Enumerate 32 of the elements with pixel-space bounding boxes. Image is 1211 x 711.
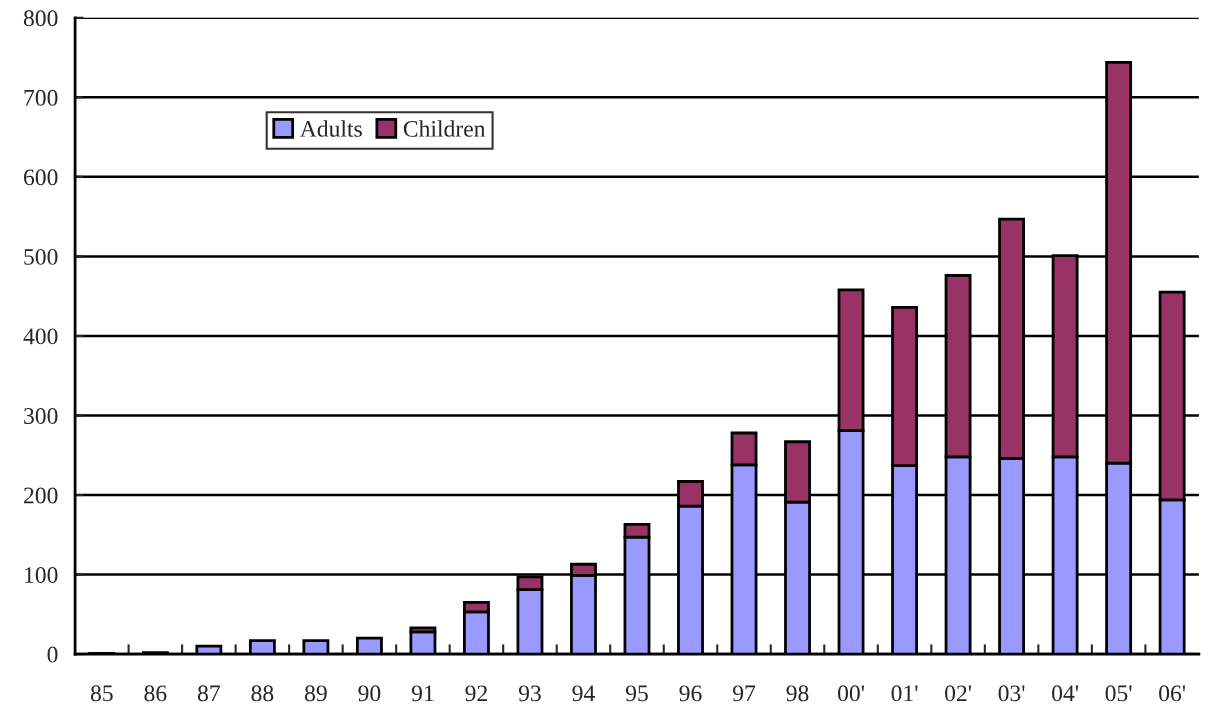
x-tick-label: 86 xyxy=(144,685,167,702)
x-tick-label: 93 xyxy=(518,685,541,702)
y-tick-label: 100 xyxy=(25,567,58,583)
y-tick-label: 600 xyxy=(24,169,58,186)
x-tick-label: 01' xyxy=(891,685,918,702)
x-tick-label: 04' xyxy=(1052,685,1079,702)
y-tick-label: 800 xyxy=(23,10,58,27)
y-tick-label: 400 xyxy=(23,328,58,345)
x-tick-label: 00' xyxy=(838,685,864,702)
x-tick-label: 90 xyxy=(358,685,381,702)
x-tick-label: 91 xyxy=(411,685,434,702)
x-tick-label: 05' xyxy=(1105,685,1132,702)
y-tick-label: 700 xyxy=(24,89,58,106)
x-tick-label: 92 xyxy=(465,685,487,702)
x-tick-label: 88 xyxy=(251,685,274,702)
x-tick-label: 97 xyxy=(732,685,756,702)
x-tick-label: 06' xyxy=(1159,685,1186,702)
x-tick-label: 98 xyxy=(786,685,809,702)
x-tick-label: 89 xyxy=(304,685,327,702)
y-tick-label: 300 xyxy=(24,407,58,424)
x-tick-label: 02' xyxy=(945,685,972,702)
x-tick-label: 85 xyxy=(90,685,113,702)
y-tick-label: 500 xyxy=(24,248,58,265)
x-tick-label: 87 xyxy=(197,685,220,702)
x-tick-label: 03' xyxy=(998,685,1025,702)
y-tick-label: 200 xyxy=(24,487,58,504)
y-tick-label: 0 xyxy=(47,646,58,663)
legend-label: Adults xyxy=(299,120,362,137)
x-tick-label: 96 xyxy=(679,685,702,702)
legend-label: Children xyxy=(403,120,486,137)
x-tick-label: 95 xyxy=(625,685,648,702)
x-tick-label: 94 xyxy=(572,685,595,702)
